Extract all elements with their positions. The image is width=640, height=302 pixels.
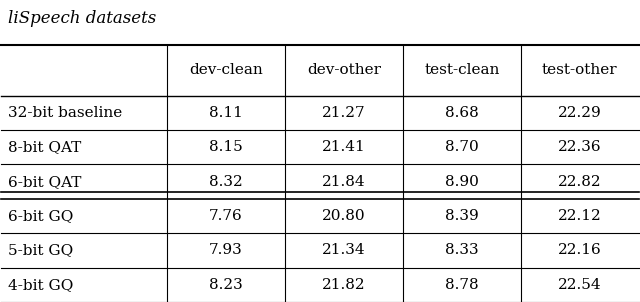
Text: 8.78: 8.78 xyxy=(445,278,479,292)
Text: dev-clean: dev-clean xyxy=(189,63,263,77)
Text: 8.33: 8.33 xyxy=(445,243,479,258)
Text: 8.68: 8.68 xyxy=(445,106,479,120)
Text: 22.12: 22.12 xyxy=(558,209,602,223)
Text: 8.11: 8.11 xyxy=(209,106,243,120)
Text: 22.29: 22.29 xyxy=(558,106,602,120)
Text: 7.93: 7.93 xyxy=(209,243,243,258)
Text: 32-bit baseline: 32-bit baseline xyxy=(8,106,122,120)
Text: 8.15: 8.15 xyxy=(209,140,243,154)
Text: 8.23: 8.23 xyxy=(209,278,243,292)
Text: 22.16: 22.16 xyxy=(558,243,602,258)
Text: 21.41: 21.41 xyxy=(322,140,366,154)
Text: 20.80: 20.80 xyxy=(322,209,365,223)
Text: 22.54: 22.54 xyxy=(558,278,602,292)
Text: 8.39: 8.39 xyxy=(445,209,479,223)
Text: 8.90: 8.90 xyxy=(445,175,479,189)
Text: 6-bit QAT: 6-bit QAT xyxy=(8,175,81,189)
Text: 21.82: 21.82 xyxy=(322,278,365,292)
Text: 7.76: 7.76 xyxy=(209,209,243,223)
Text: test-other: test-other xyxy=(542,63,618,77)
Text: 4-bit GQ: 4-bit GQ xyxy=(8,278,73,292)
Text: 6-bit GQ: 6-bit GQ xyxy=(8,209,73,223)
Text: test-clean: test-clean xyxy=(424,63,499,77)
Text: 8.32: 8.32 xyxy=(209,175,243,189)
Text: 5-bit GQ: 5-bit GQ xyxy=(8,243,73,258)
Text: liSpeech datasets: liSpeech datasets xyxy=(8,10,156,27)
Text: 21.34: 21.34 xyxy=(322,243,365,258)
Text: 22.36: 22.36 xyxy=(558,140,602,154)
Text: 21.27: 21.27 xyxy=(322,106,365,120)
Text: dev-other: dev-other xyxy=(307,63,381,77)
Text: 8-bit QAT: 8-bit QAT xyxy=(8,140,81,154)
Text: 22.82: 22.82 xyxy=(558,175,602,189)
Text: 8.70: 8.70 xyxy=(445,140,479,154)
Text: 21.84: 21.84 xyxy=(322,175,365,189)
